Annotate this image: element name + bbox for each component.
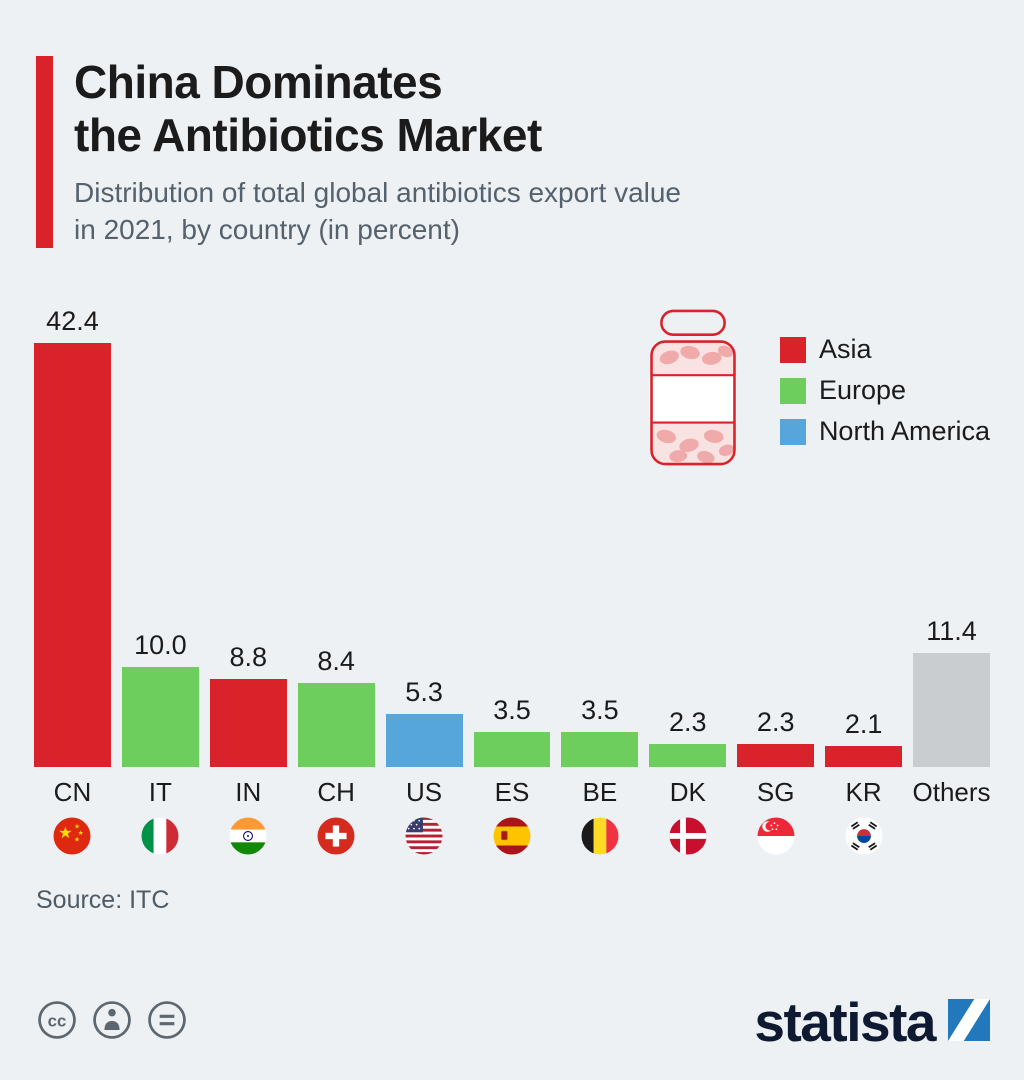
category-label: CH: [317, 777, 355, 808]
switzerland-flag-icon: [317, 814, 355, 858]
category-label: US: [406, 777, 443, 808]
bar-column-us: 5.3 US: [385, 302, 463, 858]
title-line-1: China Dominates: [74, 56, 443, 108]
bar-in[interactable]: [209, 679, 287, 768]
footer: cc statista: [36, 990, 990, 1054]
attribution-icon[interactable]: [91, 999, 133, 1046]
category-label: KR: [845, 777, 882, 808]
category-label: CN: [53, 777, 92, 808]
bar-value-label: 8.4: [317, 646, 355, 677]
legend-list: Asia Europe North America: [779, 334, 990, 447]
svg-text:★: ★: [75, 824, 81, 831]
bar-value-label: 5.3: [405, 677, 443, 708]
title-accent-bar: [36, 56, 53, 249]
legend-label: Europe: [818, 375, 907, 406]
bar-column-es: 3.5 ES: [473, 302, 551, 858]
united-states-flag-icon: [405, 814, 443, 858]
header-text: China Dominates the Antibiotics Market D…: [74, 56, 681, 248]
bar-column-be: 3.5 BE: [561, 302, 639, 858]
china-flag-icon: ★ ★ ★ ★: [53, 814, 91, 858]
bar-us[interactable]: [385, 714, 463, 768]
bar-value-label: 3.5: [581, 695, 619, 726]
bar-value-label: 11.4: [926, 616, 977, 647]
bar-value-label: 8.8: [229, 642, 268, 673]
category-label: IN: [235, 777, 262, 808]
italy-flag-icon: [141, 814, 179, 858]
page-subtitle: Distribution of total global antibiotics…: [74, 174, 681, 248]
statista-logo-mark-icon: [948, 998, 990, 1046]
bar-chart: 42.4 CN ★ ★ ★ ★ 10.0 IT 8.8 IN 8.4 CH 5.3 US 3.5 ES 3.5 B…: [34, 302, 991, 858]
category-label: ES: [494, 777, 530, 808]
legend-item-north-america: North America: [779, 416, 990, 447]
statista-logo[interactable]: statista: [754, 990, 990, 1054]
category-label: DK: [669, 777, 706, 808]
bar-column-it: 10.0 IT: [121, 302, 199, 858]
title-line-2: the Antibiotics Market: [74, 108, 542, 161]
bar-column-dk: 2.3 DK: [649, 302, 727, 858]
bar-value-label: 3.5: [493, 695, 531, 726]
bar-ch[interactable]: [297, 683, 375, 768]
page-title: China Dominates the Antibiotics Market: [74, 56, 681, 162]
statista-wordmark: statista: [754, 991, 936, 1053]
belgium-flag-icon: [581, 814, 619, 858]
category-label: SG: [756, 777, 795, 808]
asia-color-swatch: [779, 336, 806, 363]
bar-column-sg: 2.3 SG: [737, 302, 815, 858]
svg-text:★: ★: [78, 830, 84, 837]
legend-item-europe: Europe: [779, 375, 990, 406]
north-america-color-swatch: [779, 418, 806, 445]
bar-es[interactable]: [473, 732, 551, 768]
bar-value-label: 2.3: [756, 707, 795, 738]
category-label: Others: [912, 777, 991, 808]
bar-column-ch: 8.4 CH: [297, 302, 375, 858]
spain-flag-icon: [493, 814, 531, 858]
bar-it[interactable]: [121, 667, 199, 768]
legend-label: Asia: [818, 334, 872, 365]
india-flag-icon: [229, 814, 267, 858]
category-label: BE: [582, 777, 618, 808]
legend-label: North America: [818, 416, 990, 447]
bar-value-label: 42.4: [46, 306, 99, 337]
bar-kr[interactable]: [825, 746, 903, 768]
bar-cn[interactable]: [34, 343, 111, 768]
bar-others[interactable]: [913, 653, 990, 768]
bar-value-label: 2.3: [669, 707, 707, 738]
infographic-page: China Dominates the Antibiotics Market D…: [0, 56, 1024, 1080]
svg-text:cc: cc: [48, 1011, 67, 1030]
bar-value-label: 10.0: [134, 630, 187, 661]
subtitle-line-2: in 2021, by country (in percent): [74, 214, 460, 246]
header: China Dominates the Antibiotics Market D…: [36, 56, 988, 249]
legend: Asia Europe North America: [642, 308, 990, 473]
singapore-flag-icon: [757, 814, 795, 858]
svg-text:★: ★: [75, 837, 81, 844]
south-korea-flag-icon: [845, 814, 883, 858]
europe-color-swatch: [779, 377, 806, 404]
license-icons: cc: [36, 999, 188, 1046]
bar-column-in: 8.8 IN: [209, 302, 287, 858]
legend-item-asia: Asia: [779, 334, 990, 365]
bar-sg[interactable]: [737, 744, 815, 768]
subtitle-line-1: Distribution of total global antibiotics…: [74, 176, 682, 208]
category-label: IT: [148, 777, 172, 808]
denmark-flag-icon: [669, 814, 707, 858]
bar-value-label: 2.1: [844, 709, 883, 740]
svg-text:★: ★: [59, 825, 73, 842]
source-note: Source: ITC: [36, 886, 170, 915]
creative-commons-icon[interactable]: cc: [36, 999, 78, 1046]
bar-column-kr: 2.1 KR: [825, 302, 903, 858]
bar-column-cn: 42.4 CN ★ ★ ★ ★: [34, 302, 111, 858]
bar-column-others: 11.4 Others: [912, 302, 991, 858]
bar-be[interactable]: [561, 732, 639, 768]
pill-bottle-icon: [642, 308, 744, 473]
no-derivatives-icon[interactable]: [146, 999, 188, 1046]
bar-dk[interactable]: [649, 744, 727, 768]
